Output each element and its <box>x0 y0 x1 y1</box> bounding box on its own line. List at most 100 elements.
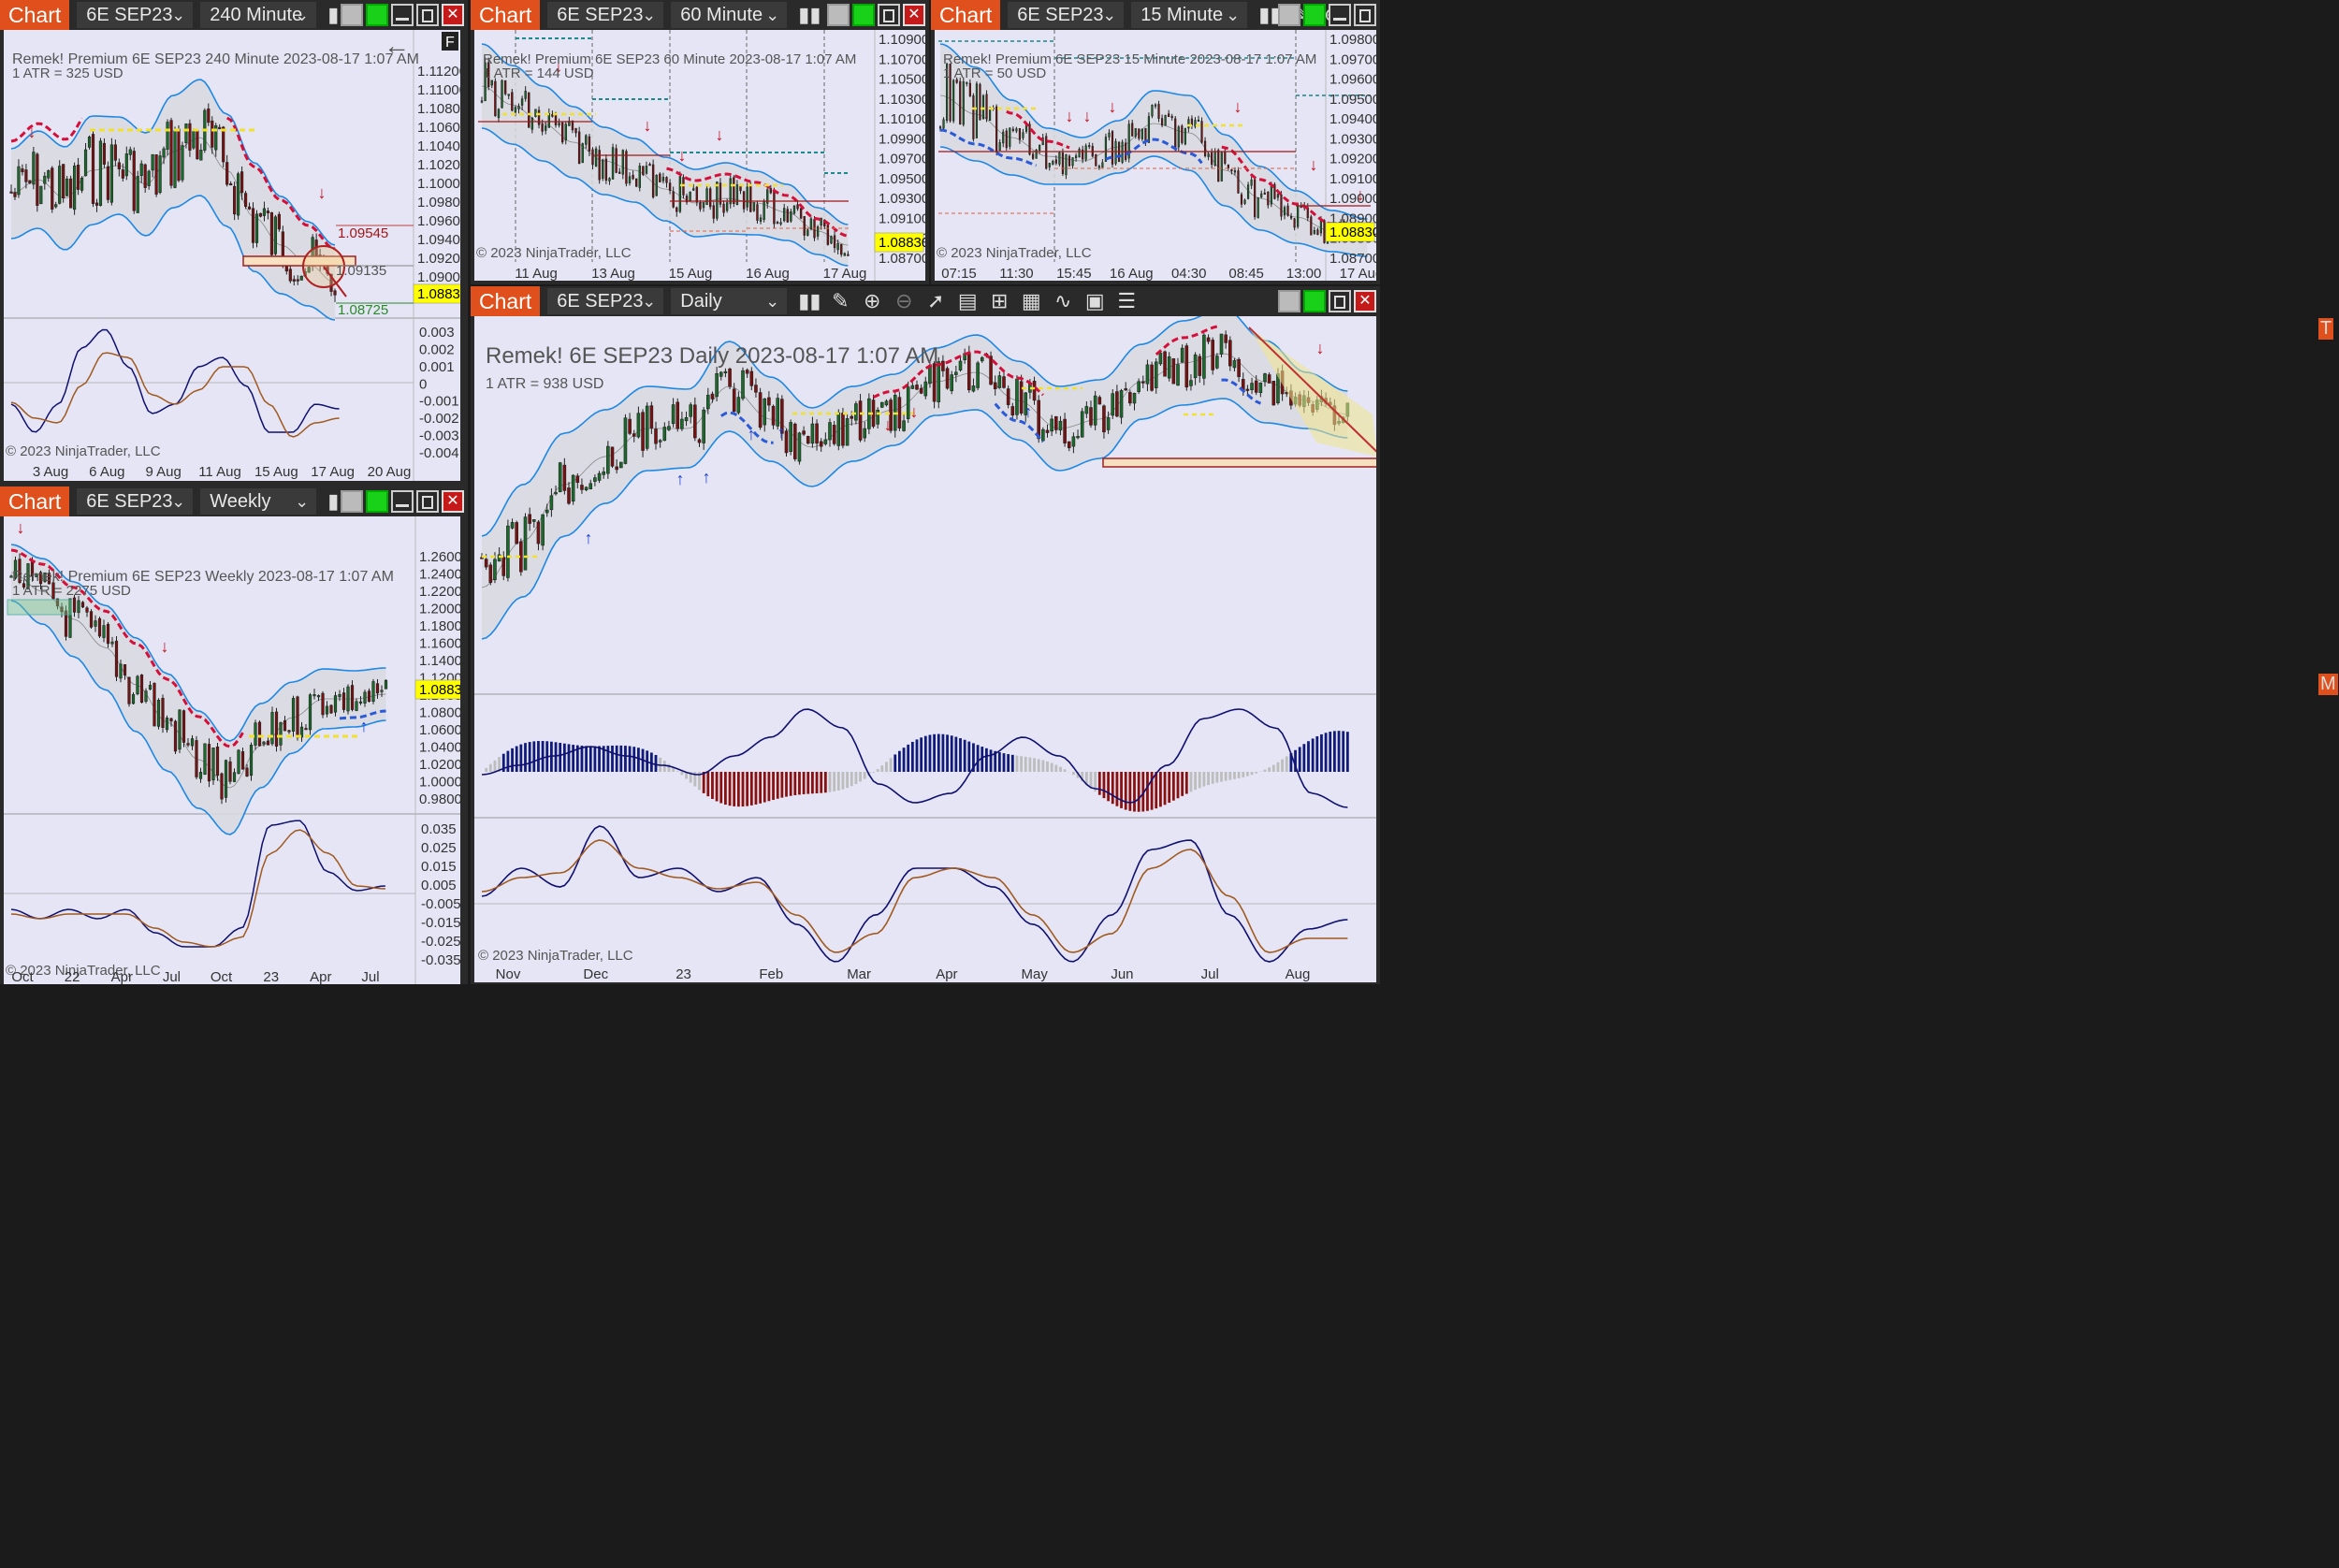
candle-body <box>28 180 32 184</box>
instrument-selector[interactable]: 6E SEP23 ⌄ <box>77 2 194 28</box>
period-selector[interactable]: 240 Minute ⌄ <box>200 2 317 28</box>
candle-body <box>541 514 545 546</box>
link-gray-button[interactable] <box>1278 4 1300 26</box>
candle-body <box>494 80 497 117</box>
link-green-button[interactable] <box>366 490 388 513</box>
candle-body <box>574 127 577 134</box>
bar-type-icon[interactable]: ▮▮ <box>1258 3 1282 26</box>
copyright-label: © 2023 NinjaTrader, LLC <box>937 245 1092 261</box>
close-button[interactable]: ✕ <box>1354 290 1376 312</box>
link-gray-button[interactable] <box>827 4 850 26</box>
chart-tab[interactable]: Chart <box>471 0 541 30</box>
link-green-button[interactable] <box>1303 290 1326 312</box>
histogram-bar <box>907 744 910 772</box>
link-gray-button[interactable] <box>341 4 363 26</box>
time-tick-label: 3 Aug <box>33 464 68 480</box>
histogram-bar <box>928 734 932 772</box>
chart-panel[interactable]: ↓ ↓ ↓ ↓ ↓ ↓ Remek! Premium 6E SEP23 15 Minute … <box>935 30 1383 282</box>
candle-body <box>985 94 988 120</box>
maximize-button[interactable] <box>1329 290 1351 312</box>
chart-panel[interactable]: ↓ ↓ ↓ ↓ Remek! Premium 6E SEP23 60 Minute 20… <box>474 30 929 282</box>
list-icon[interactable]: ☰ <box>1117 289 1137 312</box>
minimize-button[interactable] <box>391 4 414 26</box>
close-button[interactable]: ✕ <box>442 4 464 26</box>
histogram-bar <box>1033 758 1036 772</box>
sidebar-tab-letter[interactable]: M <box>2318 674 2338 695</box>
chart-tab[interactable]: Chart <box>0 486 70 516</box>
histogram-bar <box>706 772 710 797</box>
draw-tool-icon[interactable]: ✎ <box>832 289 850 312</box>
candle-body <box>228 761 232 782</box>
instrument-selector[interactable]: 6E SEP23 ⌄ <box>547 288 664 314</box>
indicators-icon[interactable]: ∿ <box>1054 289 1072 312</box>
candle-body <box>1068 155 1071 167</box>
trend-line <box>10 548 244 748</box>
link-gray-button[interactable] <box>341 490 363 513</box>
chart-tab[interactable]: Chart <box>0 0 70 30</box>
link-green-button[interactable] <box>1303 4 1326 26</box>
bar-type-icon[interactable]: ▮▮ <box>798 289 821 312</box>
price-tick-label: 1.09900 <box>879 131 925 147</box>
pointer-icon[interactable]: ➚ <box>927 289 945 312</box>
candle-body <box>106 623 110 645</box>
link-gray-button[interactable] <box>1278 290 1300 312</box>
sidebar-tab-letter[interactable]: T <box>2318 318 2334 340</box>
candle-body <box>662 427 667 442</box>
strategies-icon[interactable]: ▦ <box>1021 289 1041 312</box>
price-tick-label: 0.003 <box>419 325 455 341</box>
templates-icon[interactable]: ⊞ <box>991 289 1009 312</box>
chevron-down-icon: ⌄ <box>171 492 186 511</box>
price-tick-label: 1.08700 <box>879 251 925 267</box>
chart-panel[interactable]: 1.09545 1.09135 1.08725 ↓ ↓ Remek! Premium 6E… <box>4 30 468 481</box>
candle-body <box>863 428 867 439</box>
minimize-button[interactable] <box>1329 4 1351 26</box>
link-green-button[interactable] <box>852 4 875 26</box>
zoom-out-icon[interactable]: ⊖ <box>895 289 913 312</box>
candle-body <box>1111 393 1115 416</box>
time-tick-label: 17 Aug <box>311 464 355 480</box>
chart-panel[interactable]: ↑ ↑ ↑ ↑ ↑ ↓ ↓ ↑ ↓ Remek! 6E SEP23 Daily 2023-08-1… <box>474 308 1455 982</box>
minimize-button[interactable] <box>391 490 414 513</box>
histogram-bar <box>715 772 719 802</box>
chart-tab[interactable]: Chart <box>931 0 1001 30</box>
maximize-button[interactable] <box>878 4 900 26</box>
instrument-selector[interactable]: 6E SEP23 ⌄ <box>77 488 194 515</box>
histogram-bar <box>575 745 579 772</box>
candle-body <box>279 722 283 746</box>
data-box-icon[interactable]: ▤ <box>957 289 978 312</box>
close-button[interactable]: ✕ <box>903 4 925 26</box>
candle-body <box>21 168 24 173</box>
maximize-button[interactable] <box>416 490 439 513</box>
histogram-bar <box>828 772 832 792</box>
chart-tab[interactable]: Chart <box>471 286 541 316</box>
candle-body <box>1194 120 1197 127</box>
candle-body <box>1181 125 1184 143</box>
period-selector[interactable]: 60 Minute ⌄ <box>671 2 788 28</box>
instrument-label: 6E SEP23 <box>1017 5 1104 25</box>
candle-body <box>715 373 719 398</box>
instrument-selector[interactable]: 6E SEP23 ⌄ <box>547 2 664 28</box>
price-tick-label: 1.08000 <box>419 705 460 721</box>
close-button[interactable]: ✕ <box>442 490 464 513</box>
histogram-bar <box>910 741 914 772</box>
candle-body <box>1031 153 1035 159</box>
candle-body <box>756 204 759 221</box>
maximize-button[interactable] <box>1354 4 1376 26</box>
candle-body <box>1206 337 1211 342</box>
candle-body <box>1190 118 1194 126</box>
zoom-in-icon[interactable]: ⊕ <box>864 289 881 312</box>
period-selector[interactable]: 15 Minute ⌄ <box>1131 2 1248 28</box>
chart-panel[interactable]: ↓ ↓ ↑ Remek! Premium 6E SEP23 Weekly 2023-0… <box>4 516 470 985</box>
candle-body <box>1254 380 1258 393</box>
band-fill <box>482 309 1348 639</box>
maximize-button[interactable] <box>416 4 439 26</box>
candle-body <box>854 403 858 421</box>
candle-body <box>610 446 615 467</box>
bar-type-icon[interactable]: ▮▮ <box>798 3 821 26</box>
properties-icon[interactable]: ▣ <box>1084 289 1105 312</box>
link-green-button[interactable] <box>366 4 388 26</box>
period-selector[interactable]: Weekly ⌄ <box>200 488 317 515</box>
period-selector[interactable]: Daily ⌄ <box>671 288 788 314</box>
instrument-selector[interactable]: 6E SEP23 ⌄ <box>1008 2 1125 28</box>
